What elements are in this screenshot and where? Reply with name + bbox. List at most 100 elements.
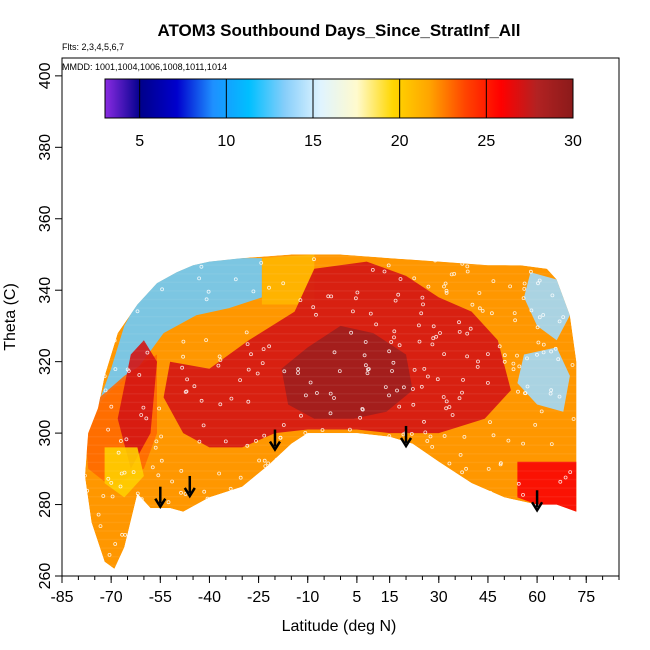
sample-marker	[558, 479, 563, 484]
y-tick-label: 320	[37, 348, 54, 375]
sample-marker	[464, 466, 469, 471]
x-axis: -85 -70 -55 -40 -25 -10 5 15 30 45 60 75	[50, 576, 620, 606]
sample-marker	[179, 468, 184, 473]
sample-marker	[535, 352, 539, 357]
sample-marker	[553, 346, 558, 351]
sample-marker	[290, 506, 295, 511]
sample-marker	[550, 293, 555, 298]
sample-marker	[173, 262, 177, 267]
sample-marker	[157, 550, 162, 555]
colorbar: 5 10 15 20 25 30	[104, 78, 582, 150]
sample-marker	[303, 393, 308, 398]
sample-marker	[557, 394, 562, 399]
sample-marker	[180, 556, 185, 561]
sample-marker	[233, 558, 238, 562]
sample-marker	[491, 279, 496, 284]
region-upper-south-blue	[98, 258, 262, 405]
sample-marker	[481, 513, 486, 517]
sample-marker	[525, 384, 530, 389]
sample-marker	[299, 413, 303, 418]
sample-marker	[460, 470, 465, 475]
sample-marker	[488, 490, 493, 495]
sample-marker	[478, 563, 483, 568]
x-axis-label: Latitude (deg N)	[282, 618, 397, 635]
sample-marker	[97, 393, 101, 398]
sample-marker	[140, 503, 145, 508]
sample-marker	[518, 530, 523, 535]
sample-marker	[199, 264, 204, 269]
sample-marker	[521, 296, 526, 301]
sample-marker	[135, 277, 140, 282]
sample-marker	[141, 405, 146, 410]
sample-marker	[282, 552, 286, 557]
sample-marker	[397, 343, 402, 348]
sample-marker	[84, 279, 86, 284]
sample-marker	[264, 467, 269, 472]
sample-marker	[362, 353, 367, 358]
sample-marker	[522, 281, 527, 286]
sample-marker	[425, 439, 430, 443]
sample-marker	[94, 302, 99, 307]
sample-marker	[425, 374, 430, 379]
sample-marker	[328, 391, 333, 396]
sample-marker	[411, 402, 416, 407]
sample-marker	[430, 444, 435, 449]
sample-marker	[374, 322, 379, 327]
sample-marker	[321, 508, 325, 512]
sample-marker	[434, 487, 439, 492]
sample-marker	[460, 480, 465, 485]
sample-marker	[387, 349, 392, 354]
sample-marker	[475, 364, 480, 369]
sample-marker	[516, 389, 520, 394]
sample-marker	[225, 492, 230, 497]
sample-marker	[294, 474, 299, 479]
sample-marker	[401, 385, 406, 390]
sample-marker	[206, 289, 211, 294]
sample-marker	[278, 560, 283, 564]
sample-marker	[455, 558, 460, 563]
sample-marker	[229, 396, 234, 401]
sample-marker	[557, 319, 562, 324]
sample-marker	[107, 329, 112, 334]
sample-marker	[333, 562, 338, 567]
sample-marker	[116, 450, 121, 455]
sample-marker	[537, 315, 542, 320]
sample-marker	[571, 417, 576, 421]
sample-marker	[123, 533, 128, 537]
sample-marker	[309, 445, 314, 450]
chart-title: ATOM3 Southbound Days_Since_StratInf_All	[157, 21, 520, 40]
y-tick-label: 280	[37, 491, 54, 518]
sample-marker	[475, 563, 480, 568]
sample-marker	[444, 406, 449, 411]
sample-marker	[386, 263, 391, 268]
colorbar-tick-label: 5	[135, 133, 144, 150]
sample-marker	[185, 377, 190, 382]
sample-marker	[113, 542, 118, 546]
sample-marker	[262, 433, 267, 438]
sample-marker	[296, 371, 300, 375]
sample-marker	[179, 557, 184, 562]
sample-marker	[373, 456, 378, 461]
colorbar-bar	[104, 78, 574, 119]
sample-marker	[527, 509, 532, 514]
sample-marker	[143, 278, 148, 283]
y-tick-label: 260	[37, 563, 54, 590]
sample-marker	[338, 446, 343, 451]
sample-marker	[281, 281, 286, 286]
sample-marker	[416, 323, 421, 328]
sample-marker	[556, 357, 561, 362]
x-tick-label: -70	[100, 589, 123, 606]
sample-marker	[309, 472, 314, 477]
sample-marker	[365, 367, 370, 372]
sample-marker	[81, 305, 84, 308]
sample-marker	[422, 366, 427, 371]
sample-marker	[396, 521, 401, 526]
sample-marker	[213, 496, 218, 501]
sample-marker	[303, 514, 308, 519]
sample-marker	[244, 330, 249, 335]
sample-marker	[355, 290, 360, 295]
sample-marker	[147, 530, 152, 534]
sample-marker	[360, 407, 365, 412]
sample-marker	[412, 367, 417, 372]
sample-marker	[455, 526, 460, 531]
